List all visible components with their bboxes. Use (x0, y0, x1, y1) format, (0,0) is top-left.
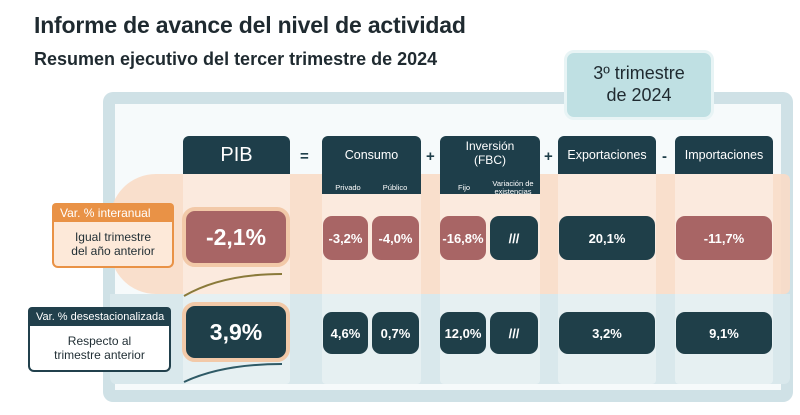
header-importaciones: Importaciones (675, 136, 773, 174)
decorative-curve-quarterly (183, 363, 283, 383)
quarterly-row-label: Respecto al trimestre anterior (28, 326, 171, 372)
quarterly-privado-value: 4,6% (323, 312, 368, 354)
annual-importaciones-value: -11,7% (676, 216, 772, 260)
header-pib: PIB (183, 136, 290, 174)
quarterly-importaciones-value: 9,1% (676, 312, 772, 354)
header-consumo-privado: Privado (335, 183, 361, 192)
curve-quarterly-path (183, 363, 283, 383)
annual-row-tag: Var. % interanual (52, 203, 174, 222)
annual-row-label: Igual trimestre del año anterior (52, 222, 174, 268)
quarterly-publico-value: 0,7% (372, 312, 419, 354)
header-consumo-publico: Público (382, 183, 408, 192)
operator-plus-2: + (544, 148, 553, 165)
quarterly-pib-value: 3,9% (182, 302, 290, 362)
page-subtitle: Resumen ejecutivo del tercer trimestre d… (34, 49, 438, 69)
annual-pib-value: -2,1% (182, 207, 290, 267)
operator-minus: - (662, 148, 667, 165)
quarterly-fijo-value: 12,0% (440, 312, 486, 354)
decorative-curve-annual (183, 273, 283, 297)
operator-equals: = (300, 148, 309, 165)
annual-fijo-value: -16,8% (440, 216, 486, 260)
operator-plus-1: + (426, 148, 435, 165)
header-exportaciones: Exportaciones (558, 136, 656, 174)
header-consumo: Consumo (322, 136, 421, 194)
annual-exportaciones-value: 20,1% (559, 216, 655, 260)
header-consumo-label: Consumo (344, 148, 399, 162)
annual-variacion-value: /// (490, 216, 538, 260)
annual-publico-value: -4,0% (372, 216, 419, 260)
header-inversion-label: Inversión (FBC) (465, 139, 515, 167)
header-inversion-variacion: Variación de existencias (492, 179, 534, 196)
quarterly-exportaciones-value: 3,2% (559, 312, 655, 354)
quarter-tag: 3º trimestre de 2024 (564, 50, 714, 120)
annual-privado-value: -3,2% (323, 216, 368, 260)
header-inversion: Inversión (FBC) (440, 136, 540, 194)
quarterly-row-tag: Var. % desestacionalizada (28, 307, 171, 326)
page-title: Informe de avance del nivel de actividad (34, 12, 466, 38)
quarterly-variacion-value: /// (490, 312, 538, 354)
curve-annual-path (183, 273, 283, 297)
header-inversion-fijo: Fijo (457, 183, 471, 192)
